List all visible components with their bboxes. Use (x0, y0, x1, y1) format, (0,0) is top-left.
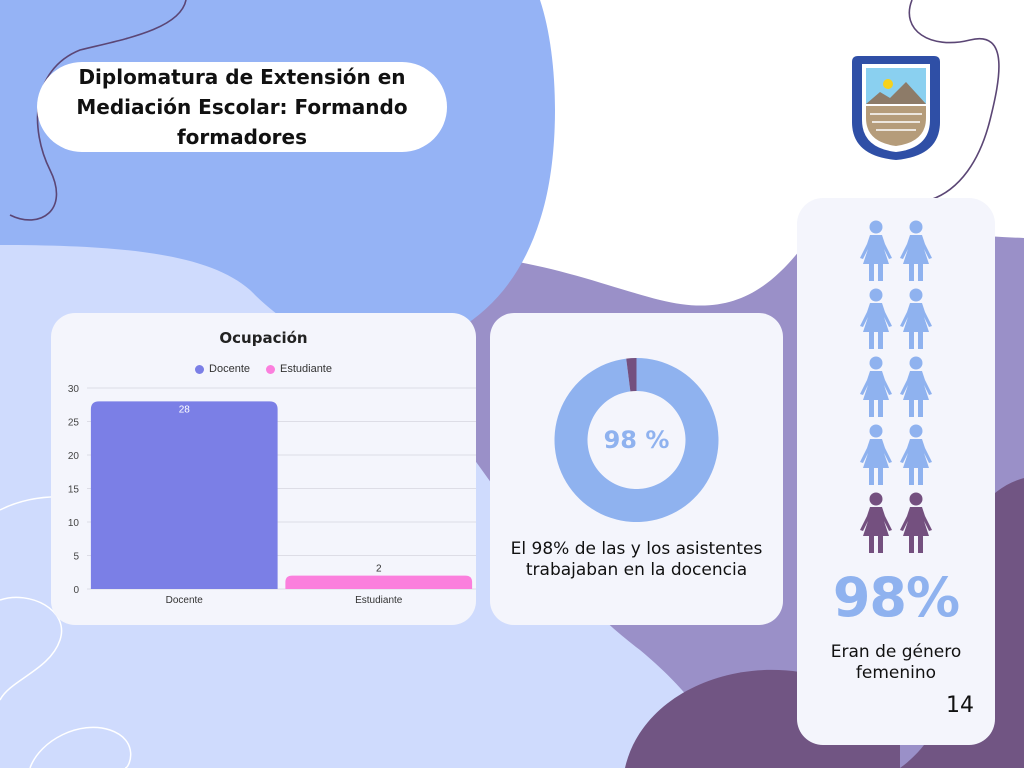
female-pictogram-grid (856, 220, 936, 554)
female-person-icon (856, 424, 896, 486)
chart-title: Ocupación (219, 329, 308, 347)
donut-slice (626, 358, 637, 392)
gender-card: 98% Eran de género femenino (797, 198, 995, 745)
female-person-icon (896, 492, 936, 554)
chart-legend: Docente Estudiante (51, 363, 476, 375)
donut-chart-card: 98 % El 98% de las y los asistentes trab… (490, 313, 783, 625)
page-number: 14 (946, 693, 974, 718)
occupation-chart-card: Ocupación Docente Estudiante 0 5 10 15 20 25 3… (51, 313, 476, 625)
y-tick-label: 15 (68, 485, 80, 496)
female-person-icon (856, 492, 896, 554)
donut-caption: El 98% de las y los asistentes trabajaba… (510, 539, 763, 580)
y-tick-label: 30 (68, 384, 80, 395)
data-label: 2 (376, 564, 382, 575)
legend-dot-docente (195, 364, 205, 374)
female-person-icon (856, 220, 896, 282)
donut-chart (554, 358, 719, 522)
slide-title: Diplomatura de Extensión en Mediación Es… (37, 62, 447, 152)
y-tick-label: 5 (73, 552, 79, 563)
donut-slice (554, 358, 719, 522)
gender-caption: Eran de género femenino (830, 642, 962, 683)
legend-label-estudiante: Estudiante (280, 363, 332, 375)
y-tick-label: 20 (68, 451, 80, 462)
female-person-icon (896, 356, 936, 418)
x-tick-label: Estudiante (355, 595, 403, 606)
legend-dot-estudiante (266, 364, 275, 374)
y-tick-label: 0 (73, 585, 79, 596)
bar-estudiante (285, 575, 473, 589)
university-shield-logo (852, 56, 940, 160)
legend-item-docente: Docente (195, 363, 250, 375)
y-tick-label: 25 (68, 418, 80, 429)
gender-percentage: 98% (832, 566, 960, 629)
data-label: 28 (179, 404, 191, 415)
donut-center-label: 98 % (603, 426, 670, 454)
bar-docente (90, 401, 278, 589)
legend-label-docente: Docente (209, 363, 250, 375)
female-person-icon (896, 424, 936, 486)
legend-item-estudiante: Estudiante (266, 363, 332, 375)
y-tick-label: 10 (68, 518, 80, 529)
outline-curve-topright (908, 0, 1000, 201)
female-person-icon (896, 288, 936, 350)
x-tick-label: Docente (166, 595, 204, 606)
female-person-icon (896, 220, 936, 282)
female-person-icon (856, 288, 896, 350)
female-person-icon (856, 356, 896, 418)
bar-chart-plot: 0 5 10 15 20 25 30 28 Docente 2 Estudiante (68, 384, 476, 606)
